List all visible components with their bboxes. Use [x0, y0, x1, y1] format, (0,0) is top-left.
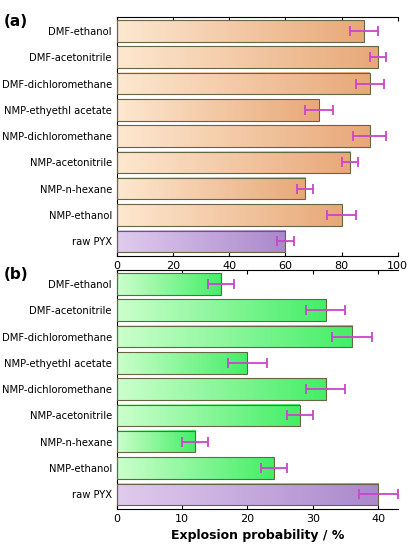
Bar: [117, 273, 221, 295]
Bar: [117, 178, 304, 200]
Bar: [117, 431, 195, 453]
Bar: [117, 457, 273, 479]
Text: (a): (a): [4, 14, 28, 29]
Bar: [117, 230, 285, 252]
Bar: [117, 378, 325, 400]
Bar: [117, 125, 369, 147]
Bar: [117, 405, 299, 426]
Bar: [117, 99, 318, 120]
Bar: [117, 483, 377, 505]
Bar: [117, 352, 247, 373]
Bar: [117, 152, 349, 173]
Bar: [117, 326, 351, 347]
X-axis label: Explosion probability / %: Explosion probability / %: [170, 276, 343, 289]
Bar: [117, 204, 341, 226]
Bar: [117, 73, 369, 94]
Bar: [117, 299, 325, 321]
X-axis label: Explosion probability / %: Explosion probability / %: [170, 529, 343, 542]
Text: (b): (b): [4, 267, 29, 282]
Bar: [117, 20, 363, 42]
Bar: [117, 46, 377, 68]
